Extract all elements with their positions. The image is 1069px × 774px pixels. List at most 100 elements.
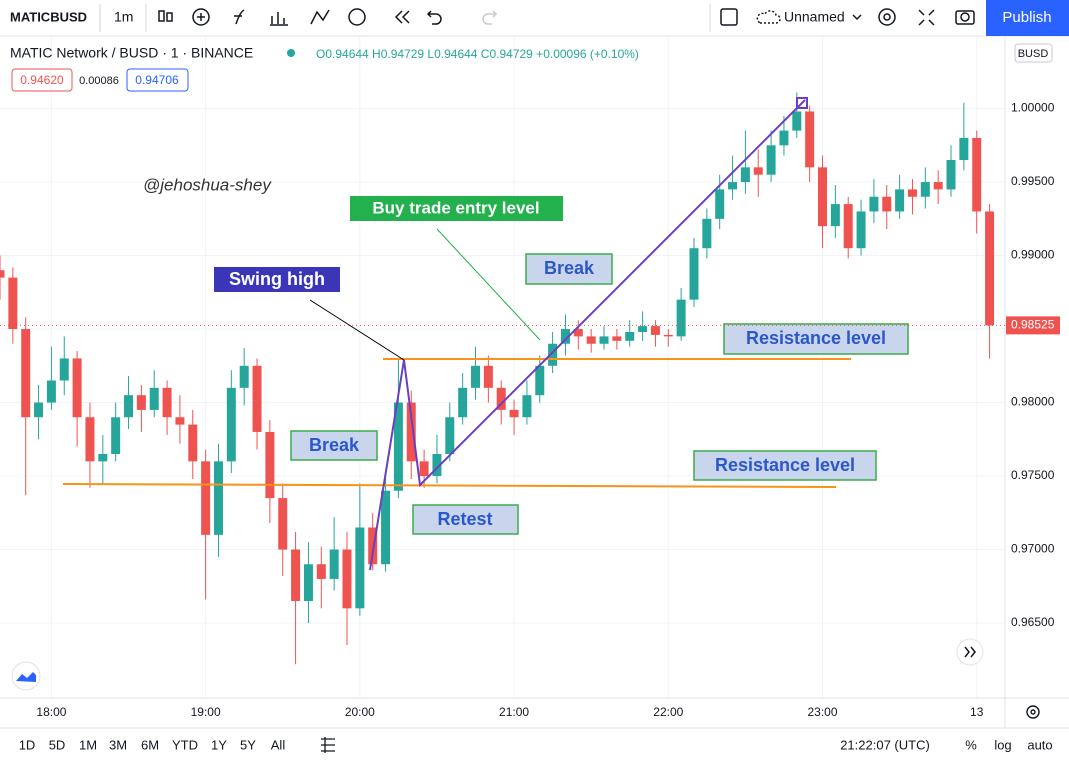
candle-body [85, 417, 95, 462]
y-tick-label: 1.00000 [1011, 101, 1055, 115]
logo-button[interactable] [11, 661, 41, 691]
undo-icon[interactable] [426, 10, 442, 25]
candle-body [907, 189, 917, 197]
range-button[interactable]: YTD [172, 737, 198, 752]
candle-body [972, 137, 982, 212]
candle-body [381, 490, 391, 565]
redo-icon[interactable] [482, 10, 498, 25]
resistance-line [62, 483, 837, 488]
candle-body [560, 329, 570, 344]
replay-icon[interactable] [394, 10, 410, 24]
alert-icon[interactable] [348, 8, 366, 26]
layout-name[interactable]: Unnamed [784, 9, 845, 25]
candle-body [586, 336, 596, 344]
settings-icon[interactable] [878, 8, 896, 26]
label-box [723, 323, 909, 355]
annotation: Break [309, 435, 360, 455]
candle-body [239, 365, 249, 388]
candle-icon[interactable] [158, 10, 165, 22]
candle-body [59, 358, 69, 381]
candle-body [946, 160, 956, 190]
range-button[interactable]: 3M [109, 737, 127, 752]
candle-body [535, 365, 545, 396]
candle-body [496, 387, 506, 410]
range-button[interactable]: 5Y [240, 737, 256, 752]
last-price-label: 0.98525 [1011, 318, 1055, 332]
bars-icon[interactable] [270, 12, 288, 26]
annotation: Retest [437, 509, 492, 529]
candle-body [8, 277, 18, 330]
candle-body [933, 182, 943, 190]
candle-body [201, 461, 211, 535]
candle-body [175, 417, 185, 425]
label-box [412, 504, 519, 535]
currency-box[interactable] [1014, 43, 1053, 63]
auto-toggle[interactable]: auto [1027, 737, 1052, 752]
candle-body [34, 402, 44, 418]
candle-body [265, 431, 275, 499]
candle-body [985, 211, 995, 326]
candle-body [740, 167, 750, 183]
label-box [214, 267, 340, 292]
candle-body [509, 409, 519, 418]
layout-icon[interactable] [720, 8, 738, 26]
annotation-boxes: Break Break Retest Resistance level Resi… [290, 253, 909, 535]
watermark: @jehoshua-shey [143, 175, 272, 194]
candle-body [612, 336, 622, 341]
date-range-icon[interactable] [321, 737, 335, 753]
publish-button[interactable] [986, 0, 1069, 36]
scroll-button[interactable] [956, 638, 984, 666]
candle-body [252, 365, 262, 432]
candle-body [895, 189, 905, 212]
bid-box[interactable] [11, 68, 73, 92]
x-tick-label: 18:00 [36, 705, 66, 719]
log-toggle[interactable]: log [994, 737, 1011, 752]
annotation: Swing high [229, 269, 325, 289]
chevron[interactable] [852, 14, 862, 21]
annotation: Resistance level [746, 328, 886, 348]
candle-body [663, 334, 673, 337]
label-box [350, 196, 563, 221]
candle-body [458, 387, 468, 418]
range-button[interactable]: All [271, 737, 286, 752]
candle-body [792, 111, 802, 131]
candle-body [715, 189, 725, 219]
range-button[interactable]: 5D [49, 737, 66, 752]
axis-settings[interactable] [1026, 705, 1040, 719]
range-button[interactable]: 1M [79, 737, 97, 752]
ask-box[interactable] [126, 68, 189, 92]
bottom-bar: 1D 5D 1M 3M 6M YTD 1Y 5Y All 21:22:07 (UTC)% log au… [19, 737, 1053, 752]
fullscreen-icon[interactable] [918, 9, 935, 26]
candle-body [432, 453, 442, 477]
candle-body [920, 182, 930, 197]
interval[interactable]: 1m [114, 9, 133, 25]
snapshot-icon[interactable] [955, 10, 975, 25]
bid-price: 0.94620 [20, 73, 64, 87]
annotation: Resistance level [715, 455, 855, 475]
candle-body [316, 564, 326, 579]
label-box [290, 430, 378, 461]
spread: 0.00086 [79, 75, 119, 87]
range-button[interactable]: 1D [19, 737, 36, 752]
indicator-icon[interactable] [192, 8, 210, 26]
candle-body [278, 498, 288, 550]
candle-body [818, 167, 828, 227]
fx-icon[interactable] [234, 9, 245, 25]
candle-body [111, 417, 121, 454]
compare-icon[interactable] [310, 9, 330, 25]
symbol[interactable]: MATICBUSD [10, 9, 87, 24]
range-button[interactable]: 1Y [211, 737, 227, 752]
axes: 0.965000.970000.975000.980000.985000.990… [0, 101, 1060, 719]
candle-body [149, 387, 159, 410]
candle-body [136, 395, 146, 410]
x-tick-label: 13 [970, 705, 984, 719]
candle-body [483, 365, 493, 388]
ohlc-legend: O0.94644 H0.94729 L0.94644 C0.94729 +0.0… [316, 47, 639, 61]
candle-body [419, 461, 429, 477]
range-button[interactable]: 6M [141, 737, 159, 752]
percent-toggle[interactable]: % [965, 737, 977, 752]
candle-body [98, 453, 108, 462]
candle-body [406, 402, 416, 462]
cloud-icon[interactable] [756, 10, 781, 24]
